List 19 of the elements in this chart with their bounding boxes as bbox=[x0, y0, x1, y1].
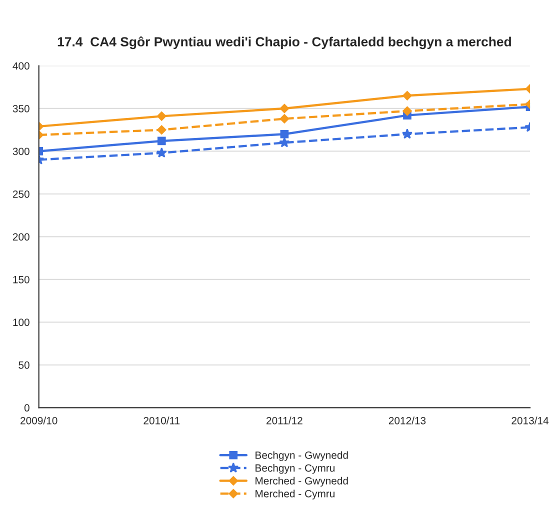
chart-title: 17.4 CA4 Sgôr Pwyntiau wedi'i Chapio - Cyfartaledd bechgyn a merched bbox=[58, 36, 511, 50]
legend-label: Merched - Cymru bbox=[256, 490, 334, 500]
y-tick-label: 200 bbox=[12, 233, 30, 241]
x-tick-label: 2013/14 bbox=[512, 416, 549, 424]
y-tick-label: 350 bbox=[12, 104, 30, 112]
legend-label: Bechgyn - Gwynedd bbox=[256, 451, 348, 461]
y-tick-label: 300 bbox=[12, 148, 30, 156]
x-tick-label: 2009/10 bbox=[20, 416, 58, 424]
legend-label: Merched - Gwynedd bbox=[256, 476, 348, 487]
x-tick-label: 2010/11 bbox=[144, 416, 180, 424]
y-tick-label: 250 bbox=[12, 190, 30, 198]
y-tick-label: 150 bbox=[13, 276, 30, 284]
x-tick-label: 2012/13 bbox=[388, 416, 426, 424]
y-tick-label: 400 bbox=[12, 62, 30, 70]
y-tick-label: 50 bbox=[18, 361, 30, 369]
y-tick-label: 0 bbox=[24, 404, 30, 412]
legend-label: Bechgyn - Cymru bbox=[256, 464, 334, 474]
y-tick-label: 100 bbox=[13, 318, 30, 326]
x-tick-label: 2011/12 bbox=[266, 416, 302, 424]
